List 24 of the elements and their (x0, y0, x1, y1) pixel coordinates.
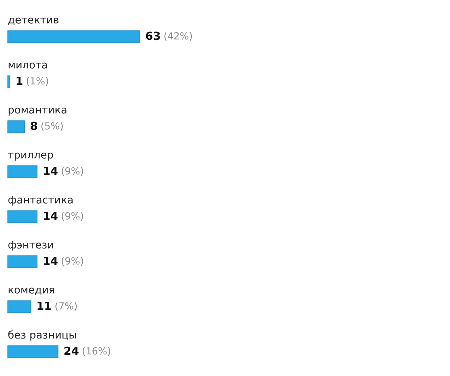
y-tick-label: фэнтези (8, 241, 54, 251)
data-label: 11 (7%) (38, 302, 78, 311)
y-tick-label: без разницы (8, 330, 76, 341)
bar (8, 210, 38, 224)
y-tick-label: комедия (8, 288, 54, 296)
data-label: 14 (9%) (44, 212, 84, 221)
y-tick-label: милота (8, 62, 48, 69)
bar (8, 166, 38, 178)
data-label: 14 (9%) (44, 256, 84, 266)
bar (8, 76, 10, 88)
bar (8, 300, 32, 314)
data-label: 8 (5%) (30, 122, 63, 131)
bar (8, 346, 59, 358)
y-tick-label: романтика (8, 108, 67, 116)
data-label: 63 (42%) (146, 32, 192, 41)
y-tick-label: детектив (8, 18, 59, 26)
bar (8, 30, 140, 44)
data-label: 1 (1%) (16, 76, 48, 86)
data-label: 14 (9%) (44, 166, 84, 176)
bar (8, 120, 26, 134)
y-tick-label: триллер (8, 152, 54, 161)
y-tick-label: фантастика (8, 196, 73, 206)
data-label: 24 (16%) (64, 346, 110, 356)
bar (8, 256, 38, 268)
